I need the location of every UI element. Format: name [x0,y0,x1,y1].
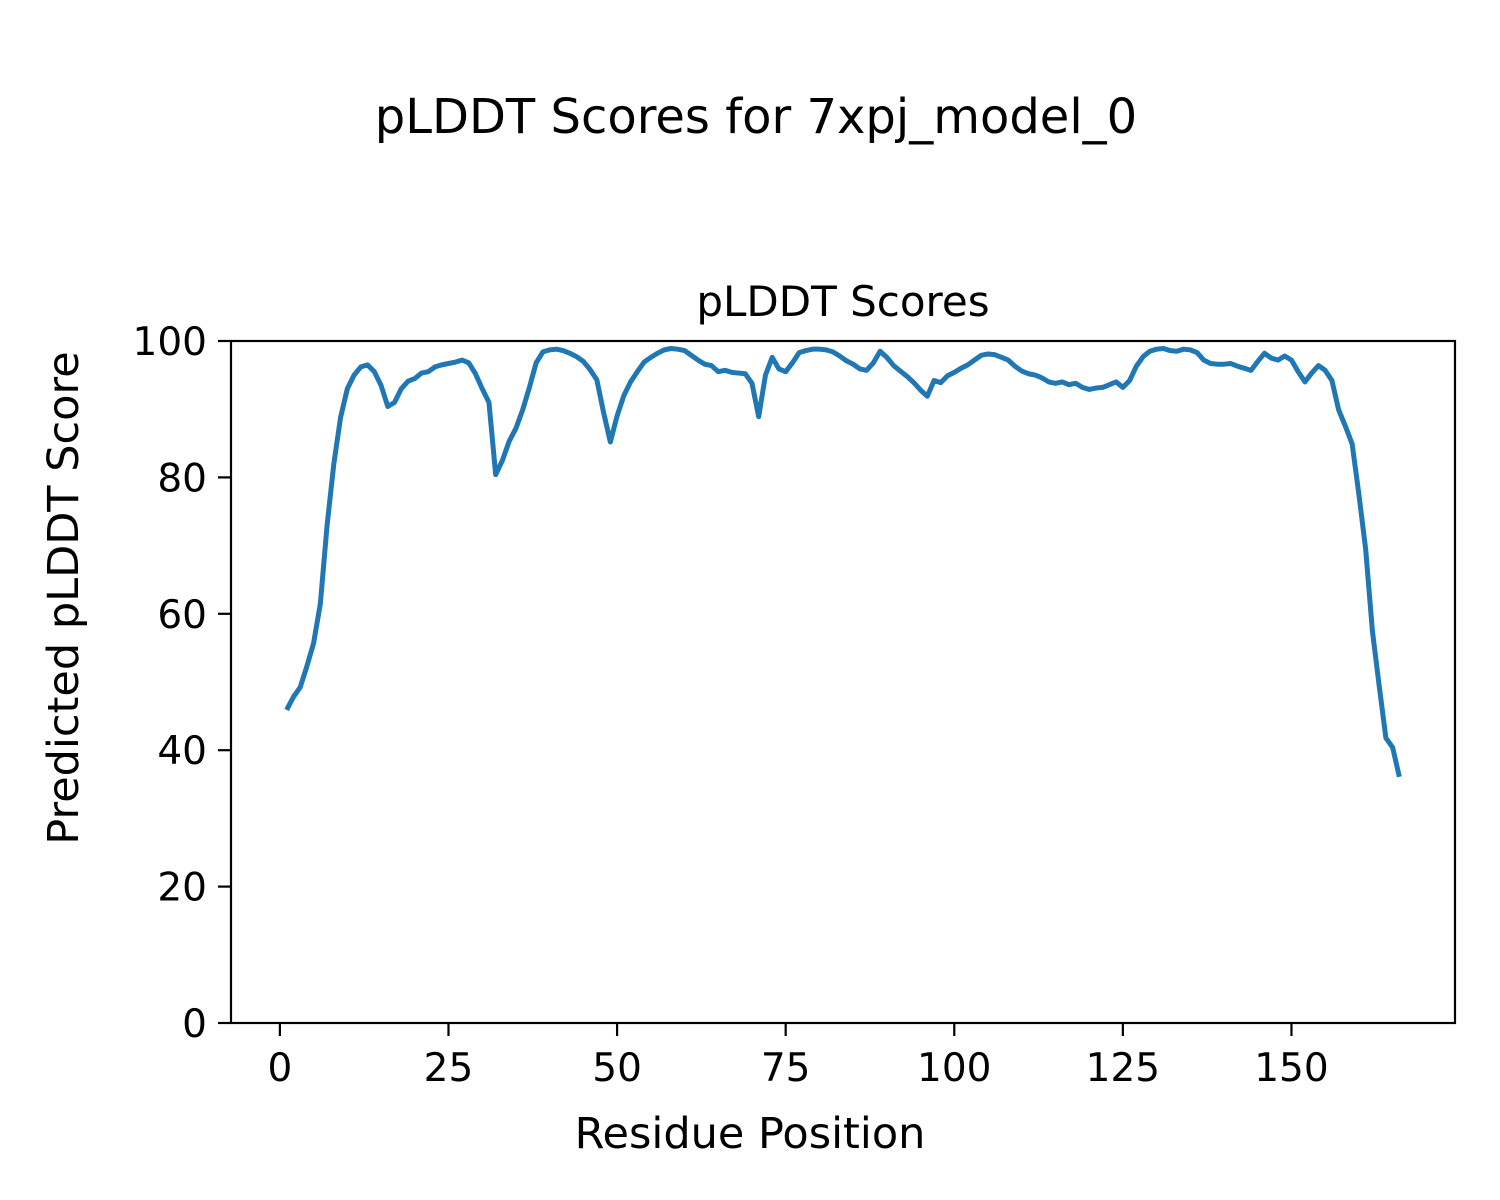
plot-border [229,339,1457,1025]
y-axis-label: Predicted pLDDT Score [39,351,89,844]
x-tick-label: 25 [424,1046,474,1091]
y-tick-label: 40 [157,729,207,774]
y-tick-label: 100 [133,320,207,365]
y-tick-labels: 0 20 40 60 80 100 [133,320,207,1047]
x-tick-label: 0 [267,1046,292,1091]
y-tick-label: 80 [157,456,207,501]
x-tick-label: 125 [1086,1046,1160,1091]
y-tick-label: 60 [157,593,207,638]
axes-title: pLDDT Scores [696,277,989,326]
x-tick-label: 150 [1254,1046,1328,1091]
x-tick-marks [278,1023,1293,1036]
x-axis-label: Residue Position [575,1109,926,1159]
x-tick-label: 75 [761,1046,811,1091]
y-tick-marks [218,339,231,1025]
plddt-line [284,346,1402,778]
x-tick-labels: 0 25 50 75 100 125 150 [267,1046,1328,1091]
x-tick-label: 50 [592,1046,642,1091]
figure-suptitle: pLDDT Scores for 7xpj_model_0 [375,89,1137,145]
y-tick-label: 0 [182,1002,207,1047]
x-tick-label: 100 [917,1046,991,1091]
y-tick-label: 20 [157,866,207,911]
